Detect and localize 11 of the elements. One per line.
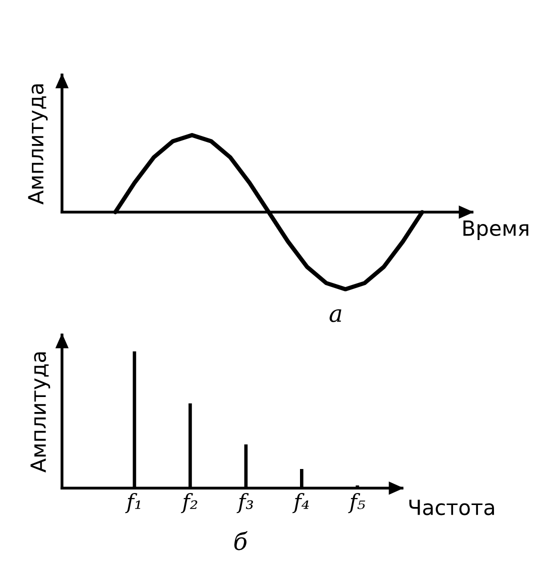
x-axis-title: Время: [463, 220, 528, 240]
x-tick-label: f₃: [236, 493, 253, 514]
x-axis-title: Частота: [409, 500, 494, 516]
x-tick-label: f₁: [125, 493, 140, 514]
text: а: [330, 309, 342, 322]
x-tick-label: f₄: [292, 493, 309, 514]
text: б: [234, 531, 248, 550]
y-axis-title: Амплитуда: [30, 352, 50, 472]
x-tick-label: f₂: [180, 493, 198, 514]
x-tick-label: f₅: [348, 493, 366, 514]
y-axis-title: Амплитуда: [28, 84, 48, 204]
